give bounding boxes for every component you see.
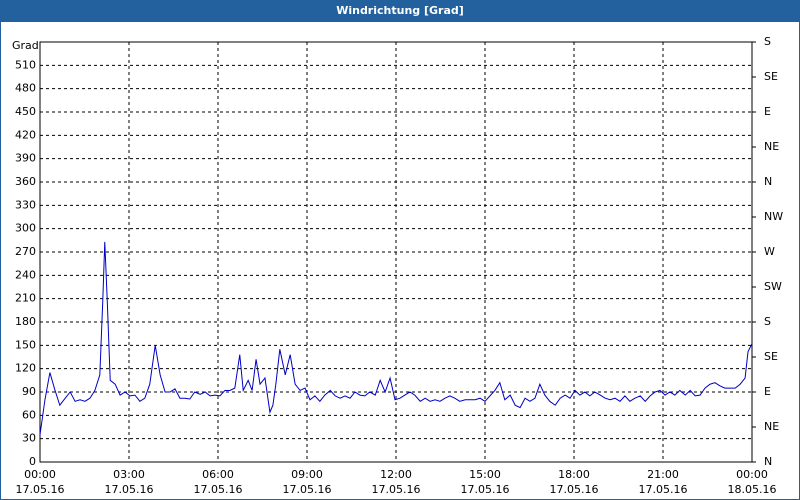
x-tick-label: 18:00 [558,468,590,481]
y-tick-label: 510 [15,58,36,71]
y-tick-label: 360 [15,175,36,188]
y-tick-label: 150 [15,338,36,351]
x-tick-label: 21:00 [647,468,679,481]
x-tick-label: 00:00 [736,468,768,481]
x-tick-label: 15:00 [469,468,501,481]
y-tick-label: 60 [22,408,36,421]
y-tick-label: 330 [15,198,36,211]
y-tick-label: 180 [15,315,36,328]
y-tick-label: 0 [29,455,36,468]
x-tick-date: 17.05.16 [283,483,332,496]
x-tick-label: 06:00 [202,468,234,481]
y2-tick-label: S [764,35,771,48]
x-tick-label: 12:00 [380,468,412,481]
x-tick-label: 09:00 [291,468,323,481]
x-tick-date: 18.05.16 [728,483,777,496]
y-tick-label: 450 [15,105,36,118]
y-tick-label: 270 [15,245,36,258]
y2-tick-label: NE [764,140,779,153]
x-tick-date: 17.05.16 [194,483,243,496]
x-tick-date: 17.05.16 [372,483,421,496]
y2-tick-label: NW [764,210,783,223]
x-tick-date: 17.05.16 [461,483,510,496]
y2-tick-label: N [764,175,772,188]
x-tick-date: 17.05.16 [639,483,688,496]
y2-tick-label: SE [764,70,778,83]
x-tick-date: 17.05.16 [105,483,154,496]
plot-frame [39,41,753,463]
y-tick-label: 390 [15,152,36,165]
y2-tick-label: N [764,455,772,468]
y-tick-label: 480 [15,82,36,95]
y2-tick-label: SW [764,280,782,293]
y-axis-label: Grad [12,39,39,52]
data-line [39,241,753,435]
x-tick-date: 17.05.16 [16,483,65,496]
y-tick-label: 210 [15,292,36,305]
y2-tick-label: E [764,105,771,118]
x-tick-date: 17.05.16 [550,483,599,496]
y-tick-label: 420 [15,128,36,141]
y-tick-label: 90 [22,385,36,398]
title-bar [0,0,800,22]
x-tick-label: 03:00 [113,468,145,481]
y-tick-label: 120 [15,362,36,375]
y2-tick-label: E [764,385,771,398]
y2-tick-label: W [764,245,775,258]
y2-tick-label: SE [764,350,778,363]
y-tick-label: 240 [15,268,36,281]
x-tick-label: 00:00 [24,468,56,481]
y-tick-label: 30 [22,432,36,445]
y2-tick-label: S [764,315,771,328]
y2-tick-label: NE [764,420,779,433]
chart-title: Windrichtung [Grad] [336,4,464,17]
y-tick-label: 300 [15,222,36,235]
